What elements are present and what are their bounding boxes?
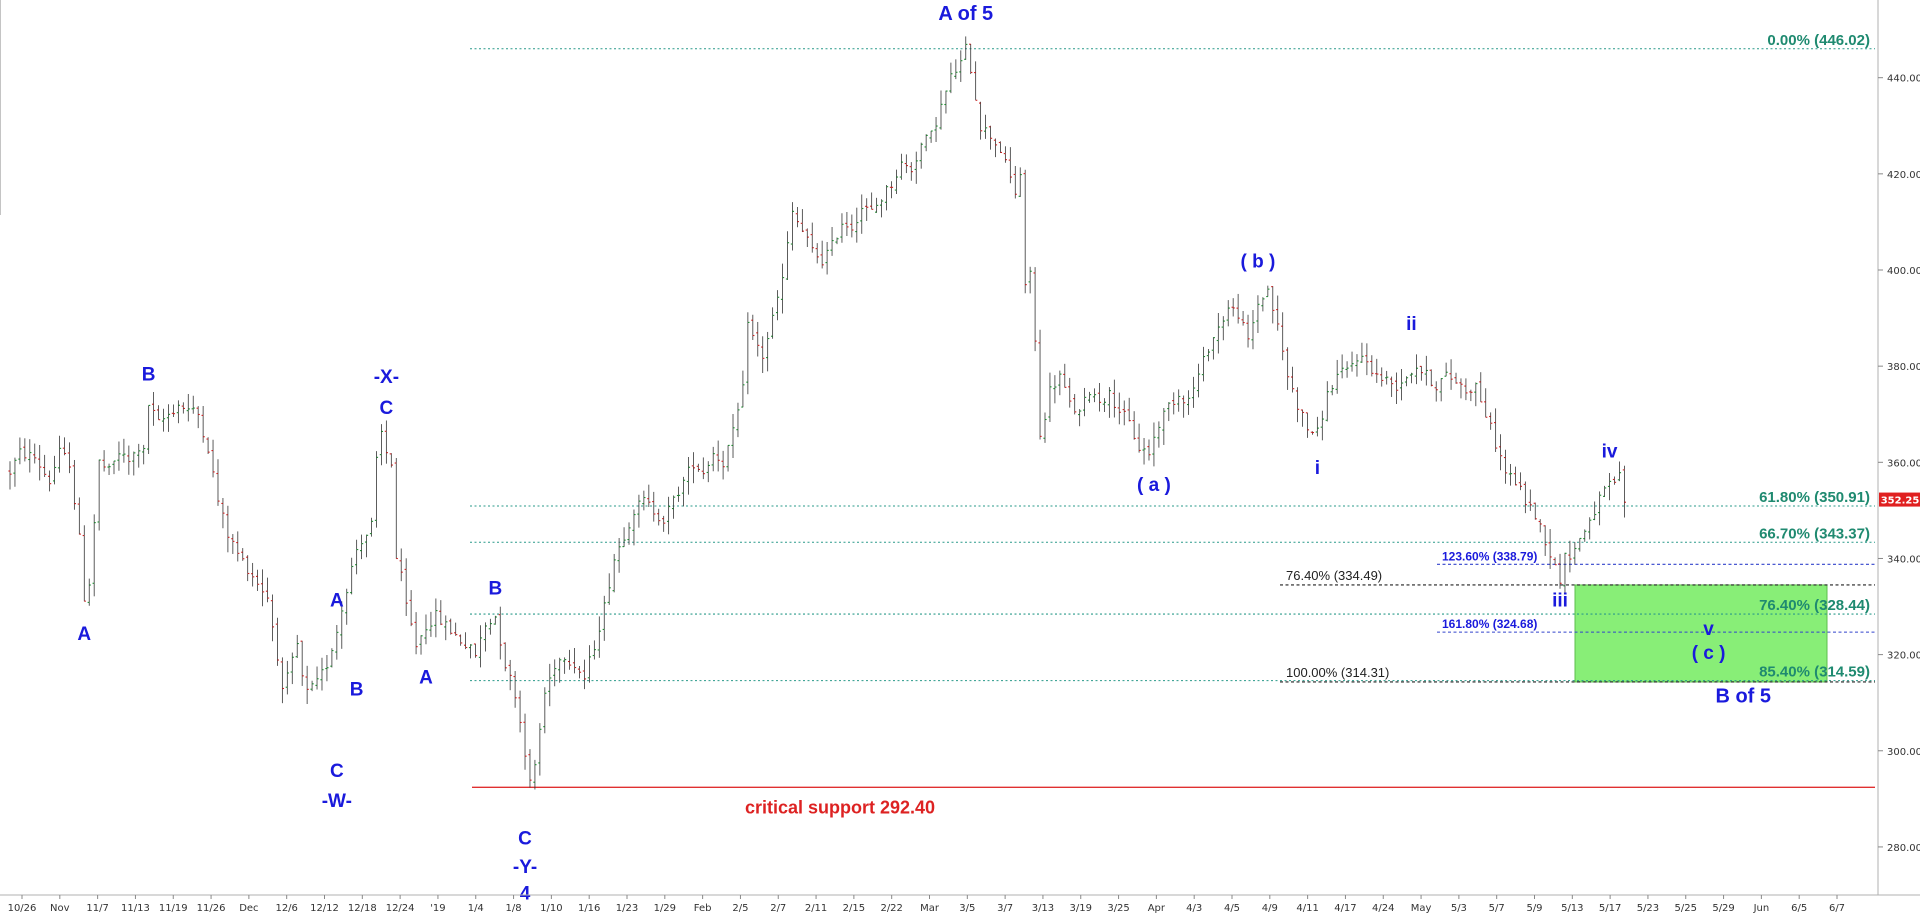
x-tick-label: Mar bbox=[920, 903, 940, 914]
x-tick-label: 5/13 bbox=[1561, 903, 1583, 914]
wave-label: ( b ) bbox=[1241, 251, 1276, 272]
x-tick-label: 5/29 bbox=[1712, 903, 1734, 914]
wave-label: iv bbox=[1602, 441, 1618, 462]
fib-extension-label: 161.80% (324.68) bbox=[1442, 617, 1537, 631]
x-tick-label: 12/24 bbox=[386, 903, 415, 914]
wave-label: 4 bbox=[520, 884, 531, 905]
x-tick-label: 6/7 bbox=[1829, 903, 1845, 914]
fib-level-label: 0.00% (446.02) bbox=[1767, 32, 1870, 49]
wave-label: B bbox=[350, 679, 364, 700]
critical-support-label: critical support 292.40 bbox=[745, 797, 935, 817]
x-tick-label: 11/13 bbox=[121, 903, 150, 914]
y-tick-label: 440.00 bbox=[1887, 74, 1920, 85]
y-tick-label: 380.00 bbox=[1887, 362, 1920, 373]
y-tick-label: 360.00 bbox=[1887, 458, 1920, 469]
x-tick-label: 3/25 bbox=[1107, 903, 1129, 914]
x-tick-label: 2/22 bbox=[880, 903, 902, 914]
wave-label: v bbox=[1703, 619, 1714, 640]
x-tick-label: 5/3 bbox=[1451, 903, 1467, 914]
x-tick-label: 1/29 bbox=[654, 903, 676, 914]
y-tick-label: 420.00 bbox=[1887, 170, 1920, 181]
wave-label: A bbox=[419, 667, 433, 688]
x-tick-label: 3/13 bbox=[1032, 903, 1054, 914]
x-tick-label: 12/18 bbox=[348, 903, 377, 914]
wave-label: C bbox=[379, 398, 393, 419]
x-tick-label: 10/26 bbox=[8, 903, 37, 914]
wave-label: -W- bbox=[322, 791, 352, 812]
last-price-label: 352.25 bbox=[1881, 496, 1920, 507]
fib-extension-label: 123.60% (338.79) bbox=[1442, 549, 1537, 563]
wave-label: A of 5 bbox=[938, 3, 993, 25]
x-tick-label: Feb bbox=[694, 903, 712, 914]
x-tick-label: 12/6 bbox=[275, 903, 297, 914]
wave-label: C bbox=[518, 828, 532, 849]
x-tick-label: 2/5 bbox=[732, 903, 748, 914]
y-tick-label: 280.00 bbox=[1887, 843, 1920, 854]
x-tick-label: Jun bbox=[1753, 903, 1770, 914]
last-price-badge bbox=[1879, 492, 1920, 507]
wave-label: B of 5 bbox=[1715, 685, 1771, 707]
x-tick-label: 1/23 bbox=[616, 903, 638, 914]
x-tick-label: 1/8 bbox=[506, 903, 522, 914]
x-tick-label: 2/7 bbox=[770, 903, 786, 914]
x-tick-label: 11/19 bbox=[159, 903, 188, 914]
y-tick-label: 300.00 bbox=[1887, 747, 1920, 758]
wave-label: B bbox=[488, 578, 502, 599]
x-tick-label: 4/11 bbox=[1296, 903, 1318, 914]
x-tick-label: May bbox=[1411, 903, 1432, 914]
wave-label: B bbox=[142, 364, 156, 385]
x-tick-label: 1/4 bbox=[468, 903, 484, 914]
x-tick-label: 4/17 bbox=[1334, 903, 1356, 914]
x-tick-label: 5/17 bbox=[1599, 903, 1621, 914]
y-tick-label: 400.00 bbox=[1887, 266, 1920, 277]
x-tick-label: Dec bbox=[239, 903, 258, 914]
fib-projection-label: 76.40% (334.49) bbox=[1286, 568, 1382, 583]
x-tick-label: 3/5 bbox=[959, 903, 975, 914]
x-tick-label: 1/10 bbox=[540, 903, 562, 914]
target-zone bbox=[1574, 584, 1828, 683]
fib-level-label: 61.80% (350.91) bbox=[1759, 489, 1870, 506]
x-tick-label: '19 bbox=[430, 903, 445, 914]
x-tick-label: 1/16 bbox=[578, 903, 600, 914]
x-tick-label: 4/3 bbox=[1186, 903, 1202, 914]
wave-label: -Y- bbox=[513, 857, 537, 878]
x-tick-label: 11/7 bbox=[86, 903, 108, 914]
wave-label: -X- bbox=[374, 367, 399, 388]
x-tick-label: 2/15 bbox=[843, 903, 865, 914]
x-tick-label: 5/23 bbox=[1637, 903, 1659, 914]
wave-label: iii bbox=[1552, 590, 1568, 611]
fib-level-label: 76.40% (328.44) bbox=[1759, 597, 1870, 614]
x-tick-label: 2/11 bbox=[805, 903, 827, 914]
x-tick-label: Nov bbox=[50, 903, 70, 914]
y-tick-label: 320.00 bbox=[1887, 651, 1920, 662]
x-tick-label: 5/9 bbox=[1526, 903, 1542, 914]
wave-label: ( c ) bbox=[1692, 643, 1726, 664]
wave-label: ( a ) bbox=[1137, 475, 1171, 496]
x-tick-label: 3/19 bbox=[1070, 903, 1092, 914]
fib-level-label: 85.40% (314.59) bbox=[1759, 664, 1870, 681]
wave-label: A bbox=[77, 624, 91, 645]
wave-label: ii bbox=[1406, 314, 1417, 335]
x-tick-label: 6/5 bbox=[1791, 903, 1807, 914]
x-tick-label: 3/7 bbox=[997, 903, 1013, 914]
x-tick-label: 12/12 bbox=[310, 903, 339, 914]
x-tick-label: 4/24 bbox=[1372, 903, 1394, 914]
x-tick-label: 5/7 bbox=[1489, 903, 1505, 914]
wave-label: A bbox=[330, 590, 344, 611]
x-tick-label: 4/9 bbox=[1262, 903, 1278, 914]
x-tick-label: 11/26 bbox=[197, 903, 226, 914]
y-tick-label: 340.00 bbox=[1887, 554, 1920, 565]
wave-label: i bbox=[1315, 458, 1320, 479]
x-tick-label: 4/5 bbox=[1224, 903, 1240, 914]
fib-level-label: 66.70% (343.37) bbox=[1759, 525, 1870, 542]
x-tick-label: 5/25 bbox=[1675, 903, 1697, 914]
x-tick-label: Apr bbox=[1148, 903, 1166, 914]
fib-projection-label: 100.00% (314.31) bbox=[1286, 665, 1389, 680]
wave-label: C bbox=[330, 761, 344, 782]
